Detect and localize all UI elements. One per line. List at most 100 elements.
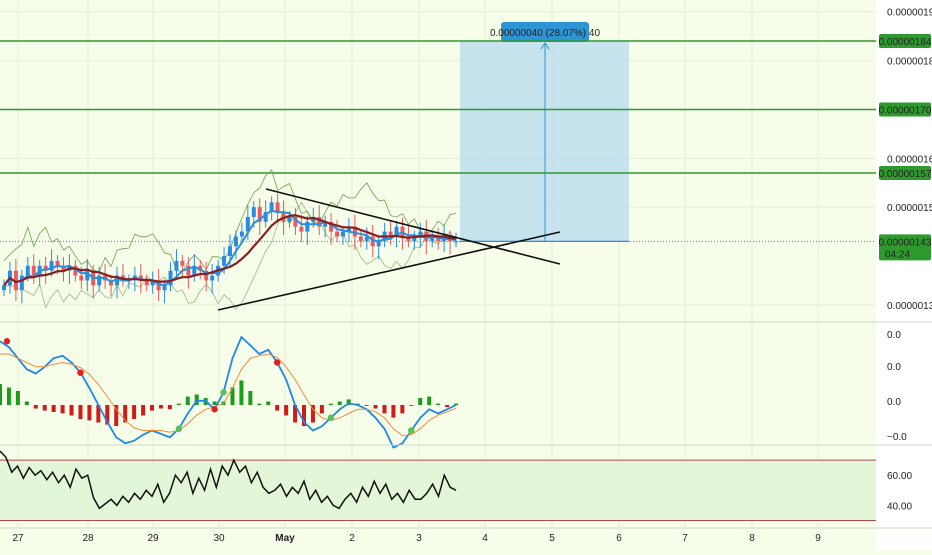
candle [79,275,84,281]
rsi-band-fill [0,460,876,521]
macd-histogram-bar [239,380,244,405]
macd-histogram-bar [445,405,450,408]
macd-histogram-bar [132,405,137,419]
level-price-label: 0.00000170 [879,105,932,116]
time-tick-label: 4 [482,533,488,544]
macd-histogram-bar [266,401,271,405]
candle [299,226,304,232]
candle [358,236,363,242]
macd-histogram-bar [284,405,289,416]
measure-arrowhead [540,42,550,50]
candle [138,275,143,281]
macd-histogram-bar [409,405,414,406]
triangle-lower-trendline[interactable] [217,231,561,311]
macd-histogram-bar [436,403,441,405]
moving-average-lines [3,209,457,287]
macd-histogram-bar [230,387,235,405]
candle [168,270,173,286]
macd-histogram-bar [78,405,83,419]
macd-cross-dot [77,369,84,376]
macd-tick-label: 0.0 [887,397,901,408]
time-tick-label: 30 [213,533,225,544]
rsi-band [0,460,876,521]
time-tick-label: 5 [549,533,555,544]
macd-histogram-bar [373,405,378,409]
time-tick-label: May [275,533,295,544]
time-tick-label: 29 [147,533,159,544]
x-axis-labels: 27 28 29 30 May 2 3 4 5 6 7 8 9 [12,533,821,544]
macd-tick-label: 0.0 [887,362,901,373]
candle [25,265,30,276]
time-tick-label: 2 [349,533,355,544]
macd-histogram-bar [400,405,405,414]
macd-histogram-bar [418,398,423,405]
macd-histogram-bar [454,403,458,405]
candle [364,236,369,242]
macd-histogram-bar [257,403,262,405]
candle [13,270,18,291]
rsi-panel [0,450,876,521]
candle [210,275,215,281]
candle [49,260,54,271]
macd-histogram-bar [382,405,387,414]
candle [418,231,423,237]
triangle-pattern[interactable] [217,188,561,311]
triangle-upper-trendline[interactable] [265,188,561,265]
candle [109,280,114,286]
candle [73,265,78,276]
macd-histogram-bar [275,405,280,411]
macd-histogram-bar [158,405,163,409]
candlestick-series [2,193,458,304]
macd-fast-line [0,335,457,449]
pane-separators[interactable] [0,321,932,529]
macd-histogram-bar [293,405,298,423]
macd-histogram-bar [24,401,29,405]
macd-cross-dot [211,406,218,413]
candle [251,207,256,217]
macd-histogram-bar [346,399,351,405]
candle [317,216,322,227]
macd-histogram-bar [105,405,110,425]
macd-panel [0,335,458,449]
candle [174,260,179,271]
candle [162,285,167,291]
time-tick-label: 27 [12,533,24,544]
candle [85,270,90,281]
candle [406,236,411,242]
candle [305,221,310,232]
macd-histogram-bar [302,405,306,426]
macd-histogram-bar [248,391,253,405]
candle [370,236,375,247]
candle-countdown: 04:24 [885,249,910,260]
candle [204,270,209,281]
time-tick-label: 7 [682,533,688,544]
level-price-label-box [879,165,931,180]
measure-tool[interactable]: 0.00000040 (28.07%) 40 [460,22,629,242]
candle [335,231,340,237]
macd-histogram-bar [391,405,396,418]
candle [19,275,24,291]
macd-histogram-bar [176,403,181,405]
candle [287,216,292,222]
macd-histogram-bar [185,396,190,405]
candle [233,236,238,247]
candle [293,216,298,227]
candle [2,285,6,291]
price-axis[interactable] [876,0,932,550]
kijun-line [3,214,457,287]
candle [412,236,417,242]
macd-histogram-bar [310,405,315,423]
macd-histogram-bar [328,403,333,405]
macd-cross-dot [327,414,335,421]
candle [341,231,345,237]
macd-histogram-bar [114,405,119,426]
macd-cross-dot [175,425,183,432]
rsi-tick-label: 60.00 [887,471,912,482]
candle [43,265,48,271]
macd-cross-dot [408,427,415,434]
measure-label-box [501,22,589,42]
candle [275,202,280,213]
